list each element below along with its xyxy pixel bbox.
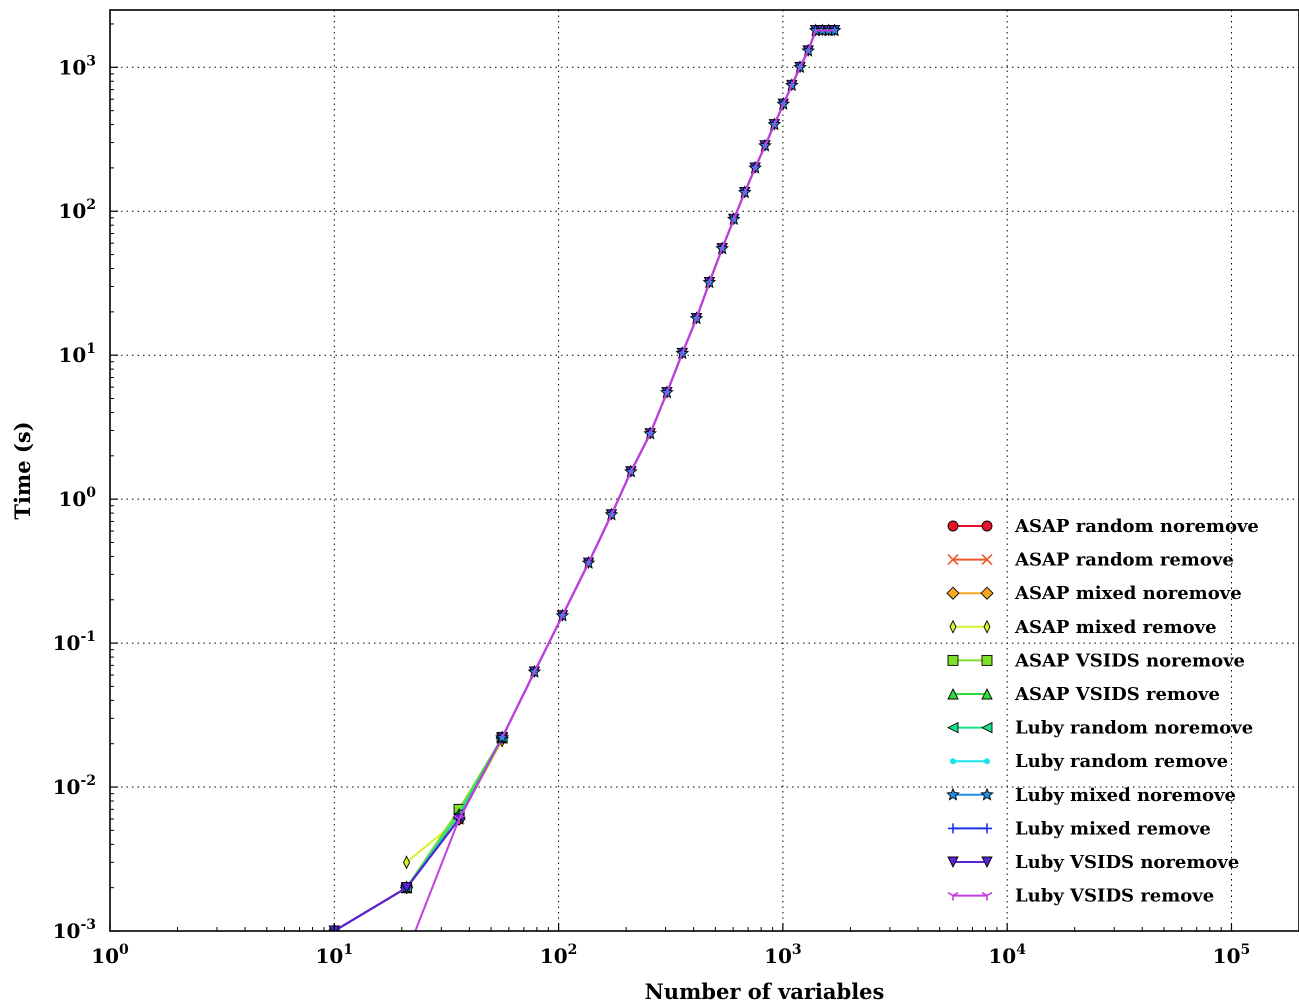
legend-item: Luby mixed remove bbox=[948, 818, 1211, 839]
legend-label: ASAP random noremove bbox=[1014, 516, 1259, 537]
legend-marker bbox=[981, 554, 993, 566]
series-line bbox=[501, 29, 835, 739]
series-line bbox=[501, 29, 835, 739]
legend-label: ASAP random remove bbox=[1014, 550, 1234, 571]
y-tick-label: 102 bbox=[58, 197, 96, 223]
legend-label: ASAP mixed remove bbox=[1014, 617, 1217, 638]
series-asap-mixed-noremove bbox=[327, 731, 509, 931]
legend-marker bbox=[981, 687, 993, 700]
y-tick-label: 103 bbox=[58, 53, 96, 79]
legend-marker bbox=[946, 586, 960, 600]
legend-marker bbox=[983, 619, 991, 634]
series-luby-mixed-remove bbox=[329, 732, 508, 931]
legend-item: Luby VSIDS remove bbox=[947, 886, 1214, 907]
series-line bbox=[501, 29, 835, 739]
legend-label: ASAP VSIDS noremove bbox=[1014, 650, 1245, 671]
x-tick-label: 102 bbox=[540, 942, 578, 968]
series-line bbox=[501, 29, 835, 739]
series-line bbox=[501, 29, 835, 739]
legend-item: ASAP random noremove bbox=[947, 516, 1259, 537]
series-line bbox=[405, 740, 503, 864]
series-line bbox=[414, 737, 503, 931]
legend-item: Luby random remove bbox=[950, 751, 1228, 772]
y-tick-label: 10-3 bbox=[53, 917, 96, 943]
series-line bbox=[333, 737, 503, 931]
legend-item: Luby mixed noremove bbox=[946, 785, 1236, 806]
y-tick-label: 10-2 bbox=[53, 773, 96, 799]
legend-label: Luby mixed remove bbox=[1015, 818, 1211, 839]
legend-marker bbox=[981, 856, 993, 869]
series-asap-random-noremove bbox=[328, 732, 508, 931]
legend-marker bbox=[947, 554, 959, 566]
x-tick-label: 100 bbox=[91, 942, 129, 968]
legend-marker bbox=[947, 891, 959, 901]
plot-area bbox=[327, 23, 842, 958]
legend-marker bbox=[947, 654, 959, 666]
legend-item: ASAP mixed remove bbox=[949, 617, 1217, 638]
legend-item: Luby VSIDS noremove bbox=[947, 852, 1239, 873]
legend-marker bbox=[981, 891, 993, 901]
legend-marker bbox=[981, 654, 993, 666]
legend-marker bbox=[947, 856, 959, 869]
ticks: 100 101 102 103 104 105 10-3 10-2 10-1 100 101 102 1… bbox=[53, 23, 1251, 968]
data-point bbox=[453, 815, 465, 824]
series-asap-random-remove bbox=[328, 732, 508, 931]
x-tick-label: 104 bbox=[988, 942, 1026, 968]
series-line bbox=[501, 29, 835, 739]
series-line bbox=[333, 737, 503, 931]
series-line bbox=[333, 737, 503, 931]
legend-marker bbox=[980, 787, 994, 801]
legend-marker bbox=[946, 787, 960, 801]
legend-marker bbox=[984, 758, 990, 765]
legend-label: Luby mixed noremove bbox=[1015, 785, 1236, 806]
x-axis-label: Number of variables bbox=[645, 979, 885, 1004]
legend-item: ASAP random remove bbox=[947, 550, 1234, 571]
legend-marker bbox=[981, 520, 993, 532]
series-line bbox=[333, 737, 503, 931]
series-luby-vsids-remove bbox=[402, 734, 508, 958]
x-tick-label: 105 bbox=[1213, 942, 1251, 968]
y-axis-label: Time (s) bbox=[10, 421, 35, 519]
legend-label: Luby random remove bbox=[1015, 751, 1228, 772]
legend-item: ASAP VSIDS noremove bbox=[947, 650, 1245, 671]
x-tick-label: 103 bbox=[764, 942, 802, 968]
data-point bbox=[400, 882, 413, 894]
data-point bbox=[402, 950, 412, 958]
grid bbox=[110, 10, 1299, 931]
legend-label: ASAP mixed noremove bbox=[1014, 583, 1242, 604]
legend-marker bbox=[946, 721, 959, 734]
x-tick-label: 101 bbox=[315, 942, 353, 968]
y-tick-label: 101 bbox=[58, 341, 96, 367]
legend-item: ASAP mixed noremove bbox=[946, 583, 1242, 604]
data-point bbox=[403, 855, 411, 870]
series-luby-vsids-noremove bbox=[328, 732, 508, 931]
legend-label: Luby random noremove bbox=[1015, 718, 1253, 739]
legend: ASAP random noremove ASAP random remove AS… bbox=[946, 516, 1259, 907]
legend-label: Luby VSIDS remove bbox=[1015, 886, 1214, 907]
series-shared-tail bbox=[495, 23, 842, 744]
legend-marker bbox=[948, 823, 958, 834]
legend-label: ASAP VSIDS remove bbox=[1014, 684, 1220, 705]
y-tick-label: 10-1 bbox=[53, 629, 96, 655]
legend-label: Luby VSIDS noremove bbox=[1015, 852, 1239, 873]
y-tick-label: 100 bbox=[58, 485, 96, 511]
legend-marker bbox=[950, 758, 956, 765]
series-layer bbox=[327, 23, 842, 958]
legend-marker bbox=[982, 823, 992, 834]
series-line bbox=[333, 737, 503, 931]
series-line bbox=[501, 29, 835, 739]
legend-marker bbox=[949, 619, 957, 634]
legend-marker bbox=[980, 586, 994, 600]
legend-marker bbox=[947, 687, 959, 700]
series-asap-mixed-remove bbox=[403, 733, 506, 870]
plot-frame bbox=[109, 9, 1299, 932]
legend-item: ASAP VSIDS remove bbox=[947, 684, 1220, 705]
legend-item: Luby random noremove bbox=[946, 718, 1253, 739]
legend-marker bbox=[980, 721, 993, 734]
legend-marker bbox=[947, 520, 959, 532]
